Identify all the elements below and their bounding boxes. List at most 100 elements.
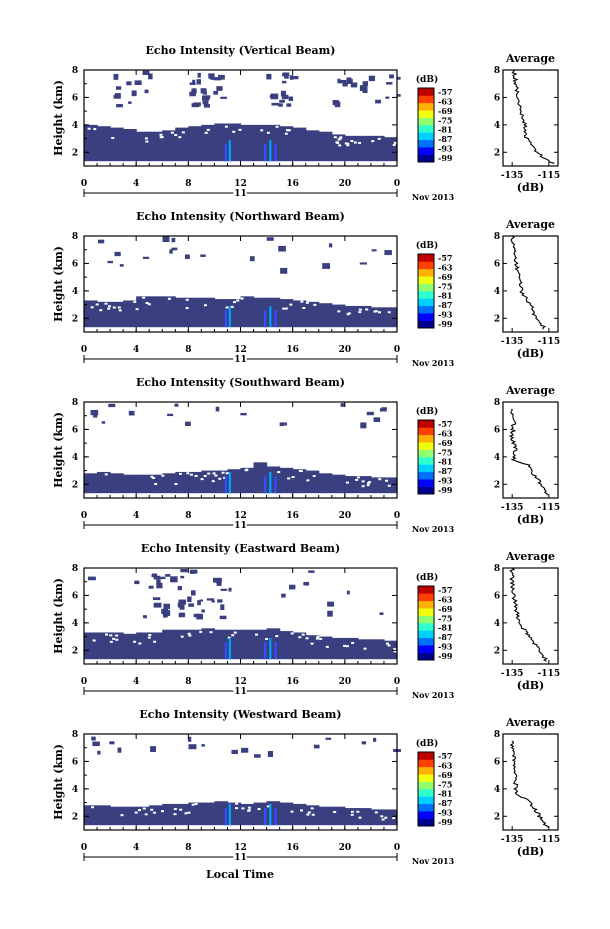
average-x-tick-label: -135 bbox=[501, 503, 524, 513]
echo-cell bbox=[110, 473, 124, 494]
y-tick-label: 2 bbox=[72, 646, 78, 656]
sparse-echo bbox=[178, 612, 186, 618]
average-title: Average bbox=[505, 52, 555, 65]
sparse-echo bbox=[97, 750, 101, 755]
average-title: Average bbox=[505, 218, 555, 231]
colorbar-cell bbox=[418, 427, 434, 436]
rain-streak bbox=[269, 637, 272, 660]
echo-gap bbox=[230, 305, 234, 308]
echo-gap bbox=[189, 473, 193, 476]
y-axis-label: Height (km) bbox=[52, 744, 65, 820]
colorbar-frame bbox=[417, 419, 435, 495]
echo-cell bbox=[162, 473, 176, 494]
x-tick-label: 4 bbox=[133, 345, 139, 355]
y-axis-label: Height (km) bbox=[52, 578, 65, 654]
sparse-echo bbox=[165, 574, 171, 577]
y-tick-label: 2 bbox=[72, 314, 78, 324]
y-tick-label: 8 bbox=[72, 730, 78, 740]
colorbar-tick-label: -75 bbox=[438, 281, 452, 291]
sparse-echo bbox=[286, 103, 292, 107]
echo-gap bbox=[147, 303, 151, 306]
echo-gap bbox=[194, 802, 198, 805]
sparse-echo bbox=[303, 581, 310, 586]
echo-gap bbox=[380, 815, 384, 818]
panel-title: Echo Intensity (Southward Beam) bbox=[136, 376, 345, 389]
y-tick-label: 6 bbox=[72, 425, 78, 435]
sparse-echo bbox=[126, 81, 132, 86]
echo-gap bbox=[291, 476, 295, 479]
sparse-echo bbox=[282, 72, 290, 76]
echo-gap bbox=[312, 475, 316, 478]
echo-cell bbox=[201, 297, 216, 328]
echo-gap bbox=[138, 642, 142, 645]
echo-cell bbox=[84, 473, 98, 494]
average-y-tick-label: 4 bbox=[494, 121, 500, 131]
colorbar-tick-label: -93 bbox=[438, 144, 453, 154]
echo-cell bbox=[214, 801, 229, 826]
sparse-echo bbox=[113, 73, 119, 80]
sparse-echo bbox=[163, 615, 168, 618]
echo-cell bbox=[110, 806, 124, 826]
sparse-echo bbox=[171, 247, 178, 251]
rain-streak bbox=[228, 803, 231, 826]
x-tick-label: 4 bbox=[133, 179, 139, 189]
echo-cell bbox=[149, 131, 163, 162]
echo-gap bbox=[90, 306, 94, 309]
colorbar-frame bbox=[417, 751, 435, 827]
y-tick-label: 2 bbox=[72, 812, 78, 822]
colorbar-cell bbox=[418, 586, 434, 594]
sparse-echo bbox=[148, 585, 154, 589]
sparse-echo bbox=[347, 78, 353, 84]
average-profile-line bbox=[508, 408, 548, 496]
echo-cell bbox=[383, 640, 398, 660]
echo-gap bbox=[133, 300, 137, 303]
sparse-echo bbox=[389, 74, 394, 79]
echo-cell bbox=[266, 801, 281, 826]
sparse-echo bbox=[90, 409, 99, 416]
echo-cell bbox=[344, 637, 359, 660]
echo-gap bbox=[287, 477, 291, 480]
echo-cell bbox=[84, 805, 98, 826]
colorbar-tick-label: -87 bbox=[438, 300, 452, 310]
rain-streak bbox=[263, 642, 267, 660]
colorbar-cell bbox=[418, 442, 434, 450]
sparse-echo bbox=[142, 70, 150, 75]
echo-gap bbox=[104, 302, 108, 305]
sparse-echo bbox=[267, 751, 274, 758]
echo-cell bbox=[253, 629, 268, 660]
colorbar-label: (dB) bbox=[416, 240, 438, 251]
x-tick-label: 12 bbox=[234, 677, 247, 687]
panel-3: Echo Intensity (Southward Beam) 2 4 6 8 Heigh… bbox=[52, 376, 560, 534]
echo-cell bbox=[214, 629, 229, 660]
sparse-echo bbox=[184, 254, 190, 259]
sparse-echo bbox=[197, 600, 201, 606]
echo-gap bbox=[381, 818, 385, 821]
date-label: Nov 2013 bbox=[412, 358, 455, 368]
echo-gap bbox=[392, 143, 396, 146]
average-y-tick-label: 4 bbox=[494, 287, 500, 297]
echo-gap bbox=[99, 309, 103, 312]
sparse-echo bbox=[202, 100, 209, 105]
echo-cell bbox=[331, 474, 346, 494]
sparse-echo bbox=[218, 577, 222, 583]
sparse-echo bbox=[213, 90, 219, 95]
sparse-echo bbox=[153, 602, 162, 608]
sparse-echo bbox=[231, 749, 238, 754]
colorbar-cell bbox=[418, 471, 434, 480]
echo-gap bbox=[241, 807, 245, 810]
echo-gap bbox=[313, 303, 317, 306]
rain-streak bbox=[263, 310, 267, 328]
echo-gap bbox=[311, 813, 315, 816]
echo-gap bbox=[115, 634, 119, 637]
colorbar-tick-label: -93 bbox=[438, 476, 453, 486]
echo-gap bbox=[385, 479, 389, 482]
echo-gap bbox=[393, 650, 397, 653]
echo-gap bbox=[112, 306, 116, 309]
colorbar-tick-label: -81 bbox=[438, 125, 452, 135]
average-y-tick-label: 8 bbox=[494, 66, 500, 76]
x-tick-label: 8 bbox=[185, 511, 191, 521]
echo-gap bbox=[153, 640, 157, 643]
panel-5: Echo Intensity (Westward Beam) 2 4 6 8 Height… bbox=[52, 708, 560, 866]
echo-gap bbox=[266, 131, 270, 134]
